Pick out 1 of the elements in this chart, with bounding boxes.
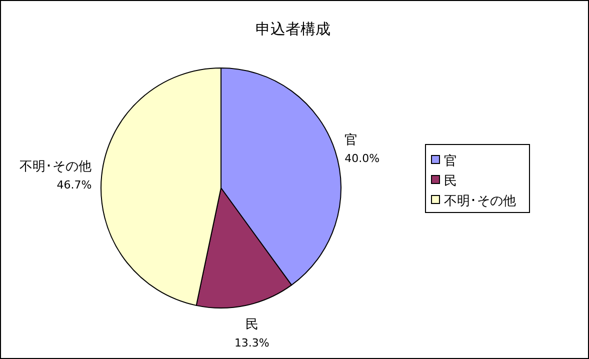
title: 申込者構成 bbox=[256, 20, 330, 38]
